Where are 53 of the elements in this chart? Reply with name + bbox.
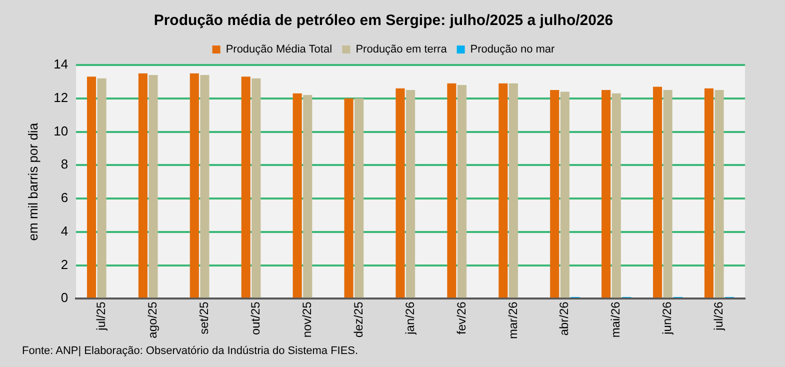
x-tick-label: abr/26 — [557, 301, 572, 336]
y-tick-label: 12 — [54, 90, 68, 105]
bar — [190, 73, 199, 298]
y-tick-label: 6 — [60, 190, 68, 206]
bar — [138, 73, 148, 298]
y-tick-label: 8 — [60, 156, 68, 172]
bar — [457, 85, 467, 298]
bar — [612, 93, 621, 298]
bar — [652, 86, 662, 298]
x-tick-label: mar/26 — [506, 301, 520, 340]
bar — [148, 75, 158, 298]
x-tick-label: mai/26 — [608, 301, 623, 338]
y-tick-label: 2 — [60, 256, 68, 272]
bar — [292, 93, 302, 298]
bar — [447, 83, 456, 298]
bar — [550, 90, 560, 298]
bar — [200, 75, 210, 298]
y-tick-label: 14 — [54, 56, 68, 72]
x-tick-label: jan/26 — [402, 301, 417, 336]
bar — [663, 90, 672, 298]
bar — [396, 88, 405, 298]
legend-label: Produção no mar — [470, 44, 556, 56]
bar — [714, 90, 724, 298]
bar — [86, 76, 96, 298]
bar — [303, 95, 312, 298]
x-tick-label: dez/25 — [351, 301, 366, 338]
x-tick-label: jun/26 — [660, 301, 674, 336]
bar — [602, 90, 611, 298]
y-axis-title: em mil barris por dia — [25, 122, 40, 241]
bar — [704, 88, 714, 298]
x-tick-label: jul/26 — [712, 301, 726, 332]
bar — [241, 76, 250, 298]
bar — [354, 98, 364, 298]
bar — [508, 83, 518, 298]
x-tick-label: out/25 — [248, 301, 262, 336]
chart-title: Produção média de petróleo em Sergipe: julho/2025 a julho/2026 — [154, 12, 614, 30]
bar — [344, 98, 354, 298]
y-tick-label: 10 — [54, 123, 68, 138]
bar — [252, 78, 261, 298]
x-tick-label: fev/26 — [454, 301, 468, 334]
bar — [498, 83, 508, 298]
bar — [560, 92, 570, 298]
y-tick-label: 0 — [60, 290, 68, 306]
x-tick-label: nov/25 — [300, 301, 314, 338]
legend-label: Produção em terra — [356, 44, 448, 56]
y-tick-label: 4 — [60, 223, 68, 238]
bar — [97, 78, 106, 298]
source-note: Fonte: ANP| Elaboração: Observatório da Indústria do Sistema FIES. — [22, 345, 358, 357]
x-tick-label: set/25 — [197, 301, 212, 334]
x-tick-label: ago/25 — [146, 301, 160, 338]
bar — [406, 90, 416, 298]
legend-label: Produção Média Total — [226, 44, 332, 56]
x-tick-label: jul/25 — [94, 301, 108, 332]
